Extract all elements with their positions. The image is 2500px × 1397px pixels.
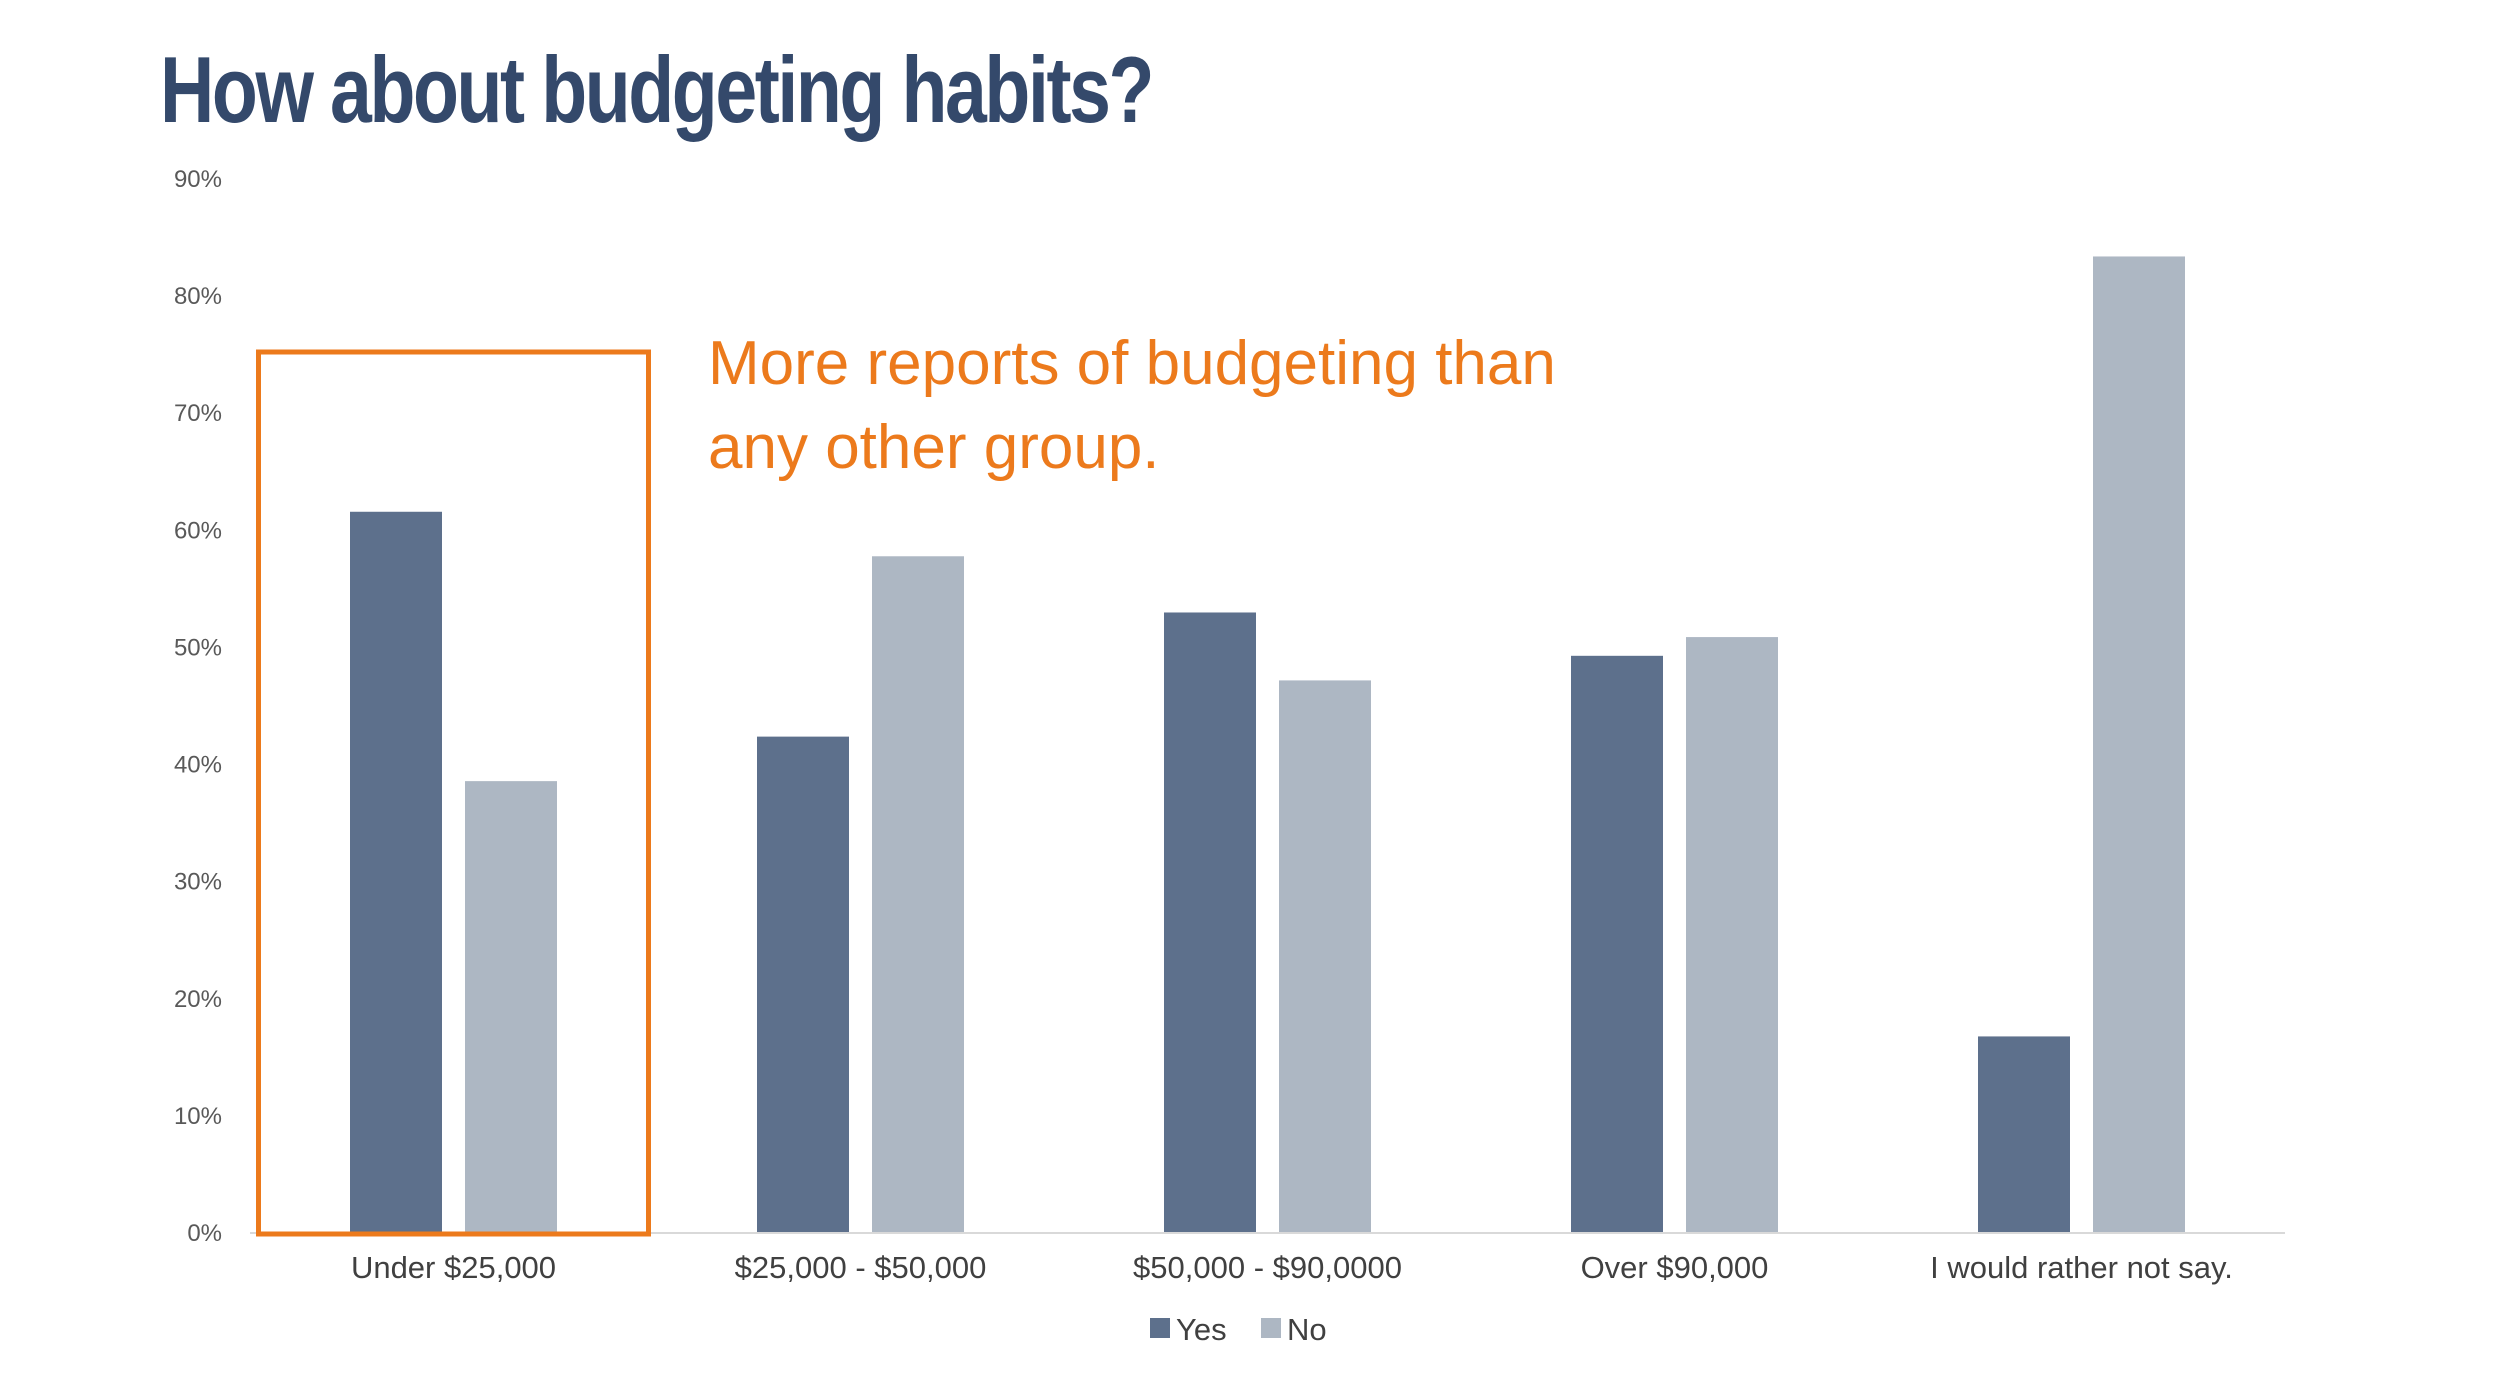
y-tick-label: 70% (174, 400, 222, 427)
y-tick-label: 80% (174, 283, 222, 310)
bar-no (2093, 256, 2185, 1232)
y-tick-label: 50% (174, 634, 222, 661)
x-category-label: $50,000 - $90,0000 (1133, 1250, 1402, 1285)
bar-no (1279, 680, 1371, 1232)
annotation-text: any other group. (708, 413, 1160, 482)
bar-yes (757, 736, 849, 1232)
bar-no (872, 556, 964, 1232)
annotation-text: More reports of budgeting than (708, 329, 1556, 398)
x-category-label: $25,000 - $50,000 (735, 1250, 987, 1285)
x-category-label: Over $90,000 (1581, 1250, 1769, 1285)
y-axis: 0% 10% 20% 30% 40% 50% 60% 70% 80% 90% (174, 166, 222, 1247)
x-category-label: I would rather not say. (1930, 1250, 2233, 1285)
bar-group (350, 256, 2185, 1232)
annotation: More reports of budgeting than any other … (708, 329, 1556, 482)
x-category-label: Under $25,000 (351, 1250, 556, 1285)
bar-yes (350, 511, 442, 1232)
bar-yes (1978, 1036, 2070, 1232)
y-tick-label: 0% (187, 1220, 222, 1247)
y-tick-label: 60% (174, 517, 222, 544)
bar-yes (1164, 612, 1256, 1232)
y-tick-label: 90% (174, 166, 222, 193)
legend-label-yes: Yes (1176, 1312, 1227, 1347)
legend-swatch-no (1261, 1318, 1281, 1338)
y-tick-label: 20% (174, 986, 222, 1013)
highlight-box (256, 349, 651, 1237)
y-tick-label: 30% (174, 869, 222, 896)
x-axis: Under $25,000 $25,000 - $50,000 $50,000 - … (351, 1250, 2233, 1285)
legend-label-no: No (1287, 1312, 1327, 1347)
bar-yes (1571, 655, 1663, 1232)
bar-no (465, 781, 557, 1232)
y-tick-label: 40% (174, 752, 222, 779)
legend-swatch-yes (1150, 1318, 1170, 1338)
slide-title: How about budgeting habits? (160, 37, 1154, 142)
bar-no (1686, 637, 1778, 1232)
y-tick-label: 10% (174, 1103, 222, 1130)
legend: Yes No (1150, 1312, 1327, 1347)
